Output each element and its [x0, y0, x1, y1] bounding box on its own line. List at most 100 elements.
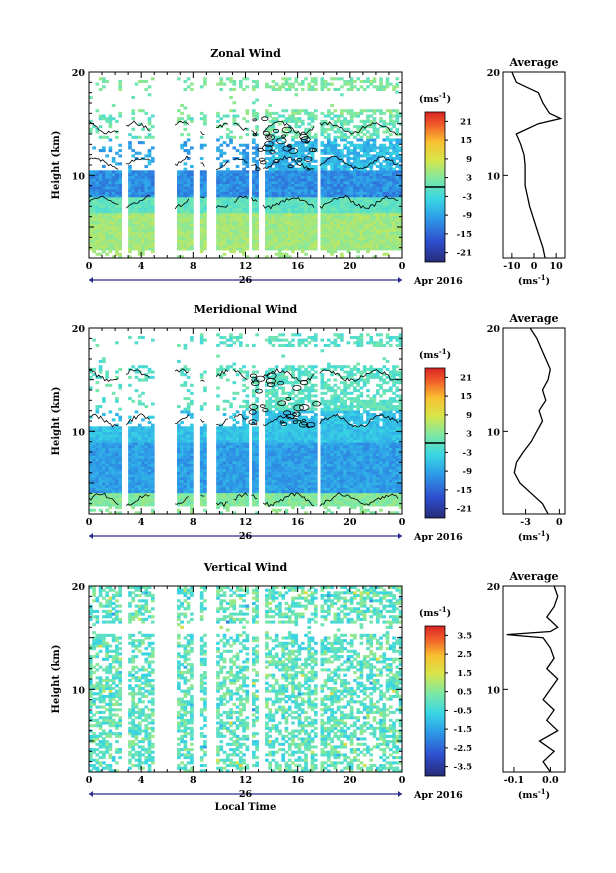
- y-tick-label: 10: [72, 685, 86, 696]
- colorbar-tick-label: 21: [460, 373, 472, 383]
- x-tick-label: 0: [399, 517, 406, 528]
- y-tick-label: 20: [72, 582, 86, 593]
- average-profile: Average -0.1 0.0 10 20 (ms-1): [487, 570, 566, 801]
- heatmap-cells: [89, 333, 403, 515]
- x-tick-label: 4: [138, 775, 145, 786]
- date-bar-left-arrow: [89, 533, 93, 539]
- contour-blob: [276, 137, 287, 145]
- date-day-label: 26: [239, 531, 253, 542]
- contour-blob: [306, 168, 311, 171]
- contour-blob: [277, 400, 287, 407]
- colorbar-tick-label: 3.5: [457, 631, 472, 641]
- contour-blob: [279, 420, 285, 424]
- profile-y-tick-label: 10: [487, 685, 501, 696]
- x-tick-label: 16: [291, 775, 305, 786]
- contour-blob: [261, 116, 269, 121]
- x-tick-label: 8: [190, 517, 197, 528]
- profile-frame: [502, 71, 566, 259]
- date-month-label: Apr 2016: [413, 276, 463, 287]
- y-tick-label: 20: [72, 324, 86, 335]
- contour-blob: [265, 377, 276, 385]
- contour-blob: [285, 396, 292, 401]
- x-axis-label: Local Time: [215, 802, 277, 813]
- colorbar: [424, 625, 446, 777]
- colorbar-tick-label: -21: [457, 505, 472, 515]
- contour-blob: [252, 133, 258, 137]
- contour-blob: [299, 379, 309, 386]
- contour-blob: [248, 409, 257, 415]
- contour-blob: [299, 133, 309, 140]
- panel-title: Meridional Wind: [194, 303, 298, 316]
- profile-x-tick-label: -3: [520, 517, 531, 528]
- x-tick-label: 4: [138, 261, 145, 272]
- x-tick-label: 0: [86, 261, 93, 272]
- date-month-label: Apr 2016: [413, 790, 463, 801]
- date-month-label: Apr 2016: [413, 532, 463, 543]
- profile-y-tick-label: 20: [487, 582, 501, 593]
- x-tick-label: 12: [239, 261, 252, 272]
- contour-blob: [273, 159, 280, 164]
- contour-blob: [252, 118, 257, 122]
- contour-blob: [306, 421, 316, 428]
- contour-blob: [296, 157, 303, 162]
- panel-vertical-wind: Vertical Wind 0 4 8 12 16 20 0 10 20 Height (km) 26…: [51, 561, 566, 813]
- colorbar-tick-label: -2.5: [454, 744, 472, 754]
- contour-blob: [277, 380, 285, 386]
- profile-frame: [502, 327, 566, 515]
- y-tick-label: 10: [72, 171, 86, 182]
- contour-blob: [281, 134, 287, 138]
- profile-x-tick-label: 0: [531, 261, 538, 272]
- profile-y-tick-label: 10: [487, 427, 501, 438]
- date-bar-right-arrow: [398, 791, 402, 797]
- x-tick-label: 20: [343, 261, 357, 272]
- colorbar-tick-label: -3: [463, 192, 473, 202]
- contour-blob: [255, 167, 261, 171]
- contour-blob: [262, 144, 273, 152]
- contour-blob: [300, 136, 311, 143]
- profile-title: Average: [508, 570, 558, 583]
- colorbar-tick-label: 15: [460, 392, 472, 402]
- x-tick-label: 8: [190, 261, 197, 272]
- profile-x-tick-label: 10: [550, 261, 564, 272]
- colorbar-tick-label: 9: [466, 411, 472, 421]
- contour-blob: [267, 381, 276, 387]
- contour-blob: [249, 403, 259, 410]
- x-tick-label: 16: [291, 261, 305, 272]
- colorbar-unit: (ms-1): [419, 347, 451, 361]
- profile-x-tick-label: -0.1: [504, 775, 524, 786]
- colorbar-tick-label: 21: [460, 117, 472, 127]
- date-day-label: 26: [239, 275, 253, 286]
- average-profile: Average -3 0 10 20 (ms-1): [487, 312, 566, 543]
- contour-blob: [292, 411, 301, 417]
- panel-zonal-wind: Zonal Wind 0 4 8 12 16 20 0 10 20 Height (km) 26 Apr…: [51, 47, 566, 287]
- contour-blob: [281, 126, 292, 134]
- profile-xlabel: (ms-1): [518, 787, 550, 801]
- heatmap-cells: [89, 586, 403, 773]
- date-bar-right-arrow: [398, 533, 402, 539]
- panel-title: Zonal Wind: [210, 47, 281, 60]
- contour-blob: [266, 135, 272, 139]
- contour-blob: [301, 419, 306, 422]
- colorbar-tick-label: 2.5: [457, 650, 472, 660]
- x-tick-label: 0: [86, 517, 93, 528]
- profile-x-tick-label: -10: [503, 261, 521, 272]
- contour-blob: [298, 421, 309, 428]
- colorbar-tick-label: -3.5: [454, 763, 472, 773]
- profile-y-tick-label: 10: [487, 171, 501, 182]
- contour-blob: [265, 134, 276, 141]
- profile-xlabel: (ms-1): [518, 529, 550, 543]
- profile-line: [511, 71, 563, 259]
- contour-blob: [248, 419, 258, 426]
- colorbar-tick-label: 1.5: [457, 669, 472, 679]
- profile-frame: [502, 585, 566, 773]
- profile-y-tick-label: 20: [487, 68, 501, 79]
- x-tick-label: 16: [291, 517, 305, 528]
- contour-blob: [251, 380, 260, 386]
- colorbar-tick-label: -0.5: [454, 706, 472, 716]
- x-tick-label: 0: [399, 261, 406, 272]
- x-tick-label: 12: [239, 775, 252, 786]
- contour-blob: [293, 404, 304, 412]
- y-tick-label: 10: [72, 427, 86, 438]
- colorbar-unit: (ms-1): [419, 91, 451, 105]
- colorbar-tick-label: -15: [457, 486, 472, 496]
